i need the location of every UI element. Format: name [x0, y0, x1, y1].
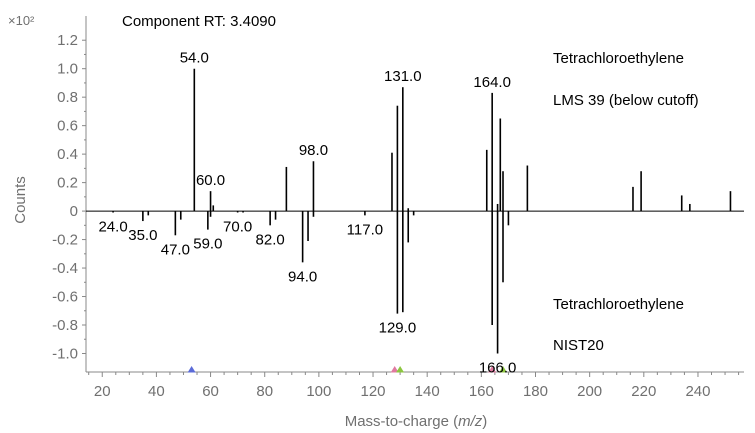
- ion-marker-triangle: [390, 366, 399, 373]
- x-tick-label: 80: [256, 383, 273, 400]
- peak-label: 82.0: [256, 231, 285, 248]
- ion-marker-triangle: [499, 366, 508, 373]
- upper-library-name: LMS 39 (below cutoff): [553, 92, 699, 109]
- ion-marker-triangle: [187, 366, 196, 373]
- peak-label: 94.0: [288, 268, 317, 285]
- chart-axes: 1.2 1.0 0.8 0.6 0.4 0.2 0 -0.2 -0.4 -0.6 -0.8 -1.0 2…: [52, 16, 744, 400]
- x-tick-label: 20: [94, 383, 111, 400]
- x-tick-label: 140: [415, 383, 440, 400]
- y-tick-label: -0.4: [52, 260, 78, 277]
- y-tick-label: 0.2: [57, 175, 78, 192]
- peak-label: 129.0: [379, 320, 417, 337]
- spectrum-bars: [112, 68, 732, 354]
- x-tick-label: 180: [523, 383, 548, 400]
- peak-label: 166.0: [479, 359, 517, 376]
- y-tick-label: 0.6: [57, 118, 78, 135]
- upper-compound-name: Tetrachloroethylene: [553, 50, 684, 67]
- peak-label: 117.0: [347, 221, 383, 238]
- y-tick-label: 1.2: [57, 32, 78, 49]
- peak-label: 54.0: [180, 50, 209, 67]
- x-tick-label: 100: [306, 383, 331, 400]
- y-tick-label: 0.4: [57, 146, 78, 163]
- y-tick-label: 0: [70, 203, 78, 220]
- x-tick-label: 120: [361, 383, 386, 400]
- lower-compound-name: Tetrachloroethylene: [553, 296, 684, 313]
- chart-title: Component RT: 3.4090: [122, 13, 276, 30]
- x-tick-label: 160: [469, 383, 494, 400]
- y-tick-label: -0.2: [52, 232, 78, 249]
- peak-label: 24.0: [98, 219, 127, 236]
- peak-label: 98.0: [299, 142, 328, 159]
- y-tick-label: 0.8: [57, 89, 78, 106]
- peak-labels: 54.0 60.0 98.0 131.0 164.0 24.035.047.0 59.070…: [98, 50, 516, 377]
- x-tick-label: 60: [202, 383, 219, 400]
- peak-label: 164.0: [473, 74, 511, 91]
- x-tick-label: 200: [577, 383, 602, 400]
- peak-label: 131.0: [384, 68, 422, 85]
- y-tick-label: -0.8: [52, 317, 78, 334]
- y-axis-title: Counts: [12, 176, 29, 224]
- ion-marker-triangle: [488, 366, 497, 373]
- peak-label: 59.0: [193, 236, 222, 253]
- peak-label: 35.0: [128, 227, 157, 244]
- ion-marker-triangle: [396, 366, 405, 373]
- x-tick-label: 240: [685, 383, 710, 400]
- y-tick-label: -1.0: [52, 345, 78, 362]
- x-tick-label: 220: [631, 383, 656, 400]
- y-tick-label: 1.0: [57, 61, 78, 78]
- peak-label: 60.0: [196, 172, 225, 189]
- y-tick-label: -0.6: [52, 289, 78, 306]
- peak-label: 47.0: [161, 241, 190, 258]
- x-tick-label: 40: [148, 383, 165, 400]
- x-axis-title: Mass-to-charge (m/z): [345, 413, 488, 430]
- y-multiplier: ×10²: [8, 13, 35, 28]
- peak-label: 70.0: [223, 219, 252, 236]
- lower-library-name: NIST20: [553, 337, 604, 354]
